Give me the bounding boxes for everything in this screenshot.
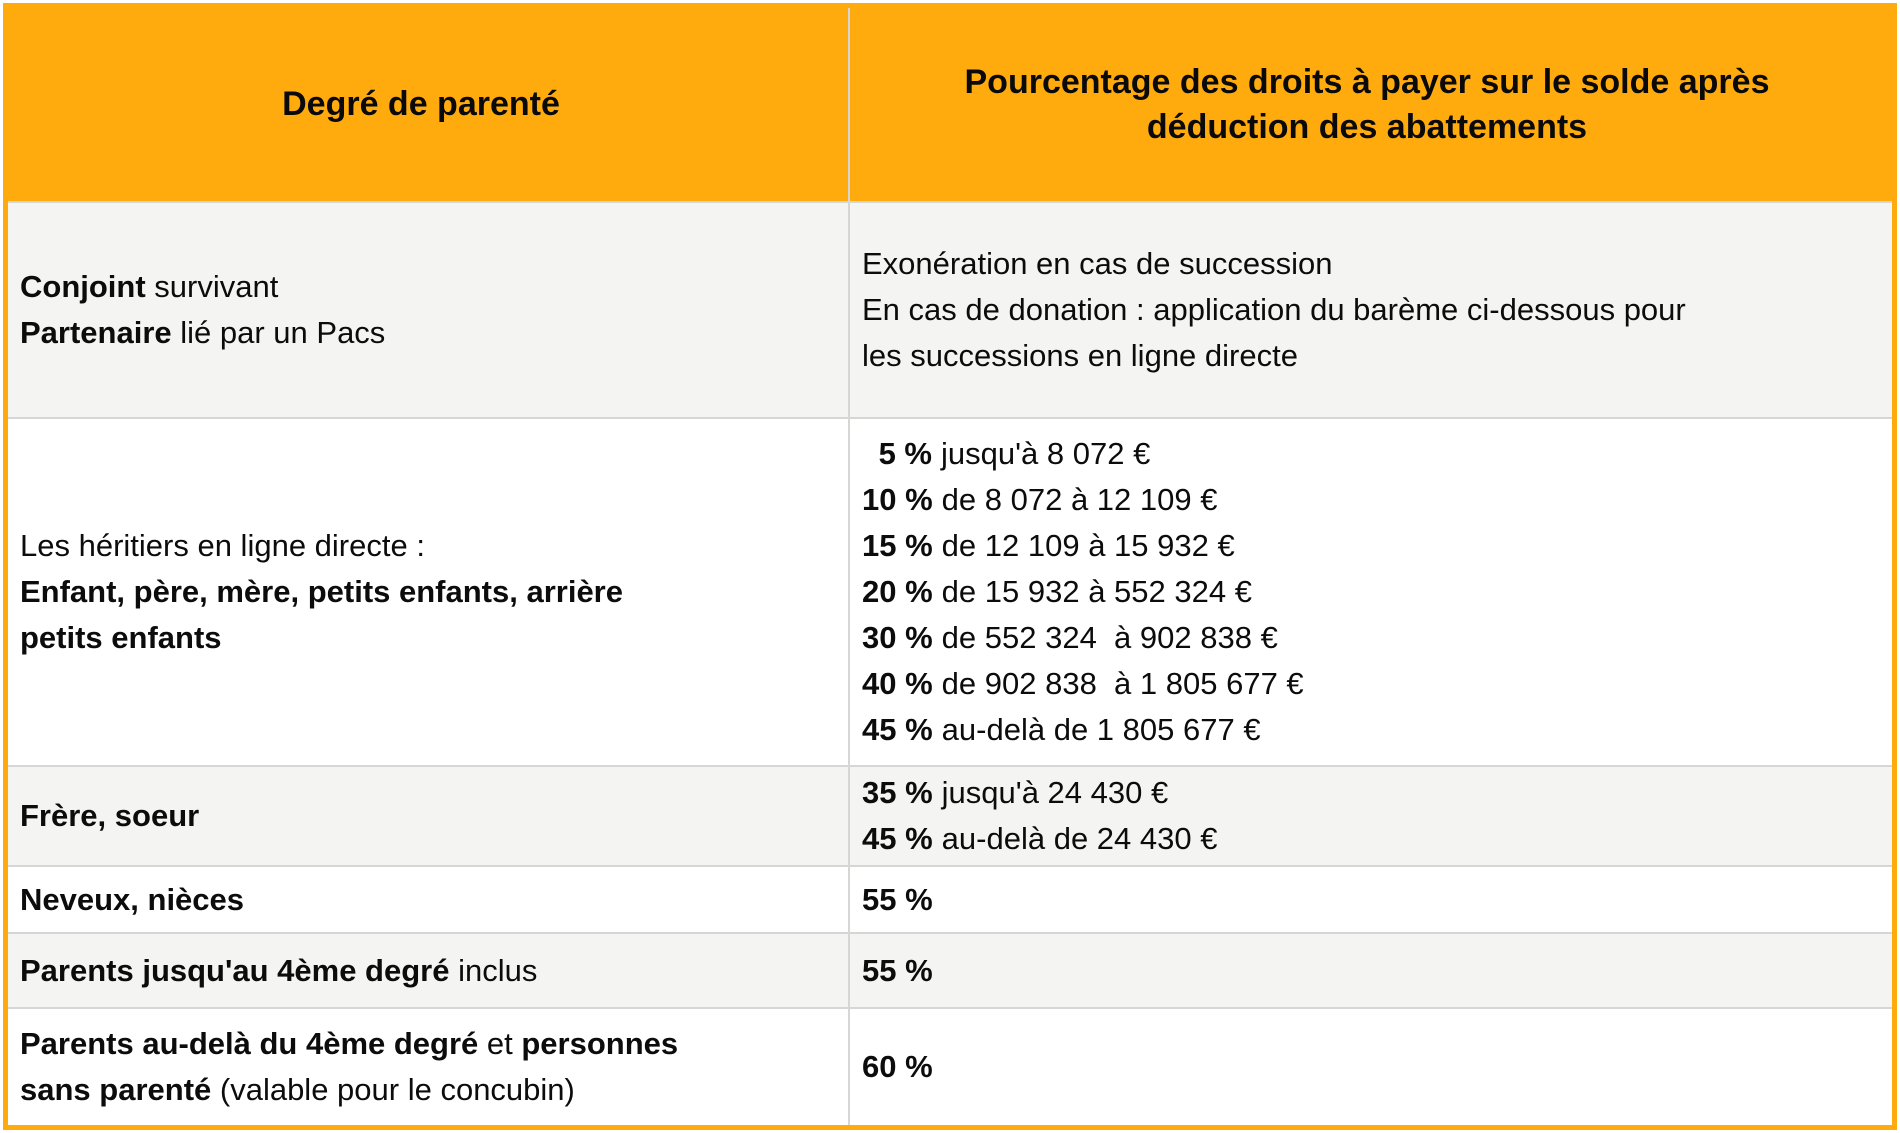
partenaire-bold: Partenaire (20, 315, 172, 350)
rate-percent: 55 % (862, 881, 933, 917)
table-row-parents-4eme-degre: Parents jusqu'au 4ème degré inclus 55 % (8, 932, 1892, 1007)
bracket-line: 5 % jusqu'à 8 072 € (862, 431, 1872, 477)
rate-percent: 55 % (862, 952, 933, 988)
conjoint-bold: Conjoint (20, 269, 146, 304)
succession-tax-table: Degré de parenté Pourcentage des droits … (3, 3, 1897, 1130)
bracket-line: 60 % (862, 1044, 1872, 1090)
rate-condition: de 12 109 à 15 932 € (941, 528, 1235, 563)
rate-condition: au-delà de 24 430 € (941, 821, 1218, 856)
rate-percent: 45 % (862, 712, 933, 747)
table-row-ligne-directe: Les héritiers en ligne directe : Enfant,… (8, 417, 1892, 765)
rate-condition: au-delà de 1 805 677 € (941, 712, 1261, 747)
rate-condition: de 552 324 à 902 838 € (941, 620, 1278, 655)
text-line: les successions en ligne directe (862, 338, 1298, 373)
rate-condition: de 15 932 à 552 324 € (941, 574, 1252, 609)
rate-condition: jusqu'à 8 072 € (941, 436, 1151, 471)
text-line: En cas de donation : application du barè… (862, 292, 1686, 327)
bracket-line: 30 % de 552 324 à 902 838 € (862, 615, 1872, 661)
parents-4eme-rest: inclus (449, 952, 538, 988)
text-line: petits enfants (20, 620, 222, 655)
bracket-line: 45 % au-delà de 24 430 € (862, 816, 1872, 862)
rate-percent: 35 % (862, 775, 933, 810)
rate-percent: 45 % (862, 821, 933, 856)
bracket-line: 10 % de 8 072 à 12 109 € (862, 477, 1872, 523)
cell-droits-parents-4eme: 55 % (850, 934, 1892, 1007)
cell-parente-neveux: Neveux, nièces (8, 867, 850, 932)
cell-droits-conjoint: Exonération en cas de succession En cas … (850, 203, 1892, 417)
header-cell-pourcentage-droits: Pourcentage des droits à payer sur le so… (850, 8, 1892, 201)
text-line: Parents au-delà du 4ème degré et personn… (20, 1021, 822, 1067)
concubin-rest: (valable pour le concubin) (211, 1072, 575, 1107)
rate-percent: 5 % (878, 436, 932, 471)
rate-percent: 15 % (862, 528, 933, 563)
header-pourcentage-line1: Pourcentage des droits à payer sur le so… (964, 62, 1770, 101)
text-line: sans parenté (valable pour le concubin) (20, 1067, 822, 1113)
rate-percent: 10 % (862, 482, 933, 517)
text-line: Les héritiers en ligne directe : (20, 528, 425, 563)
table-row-neveux-nieces: Neveux, nièces 55 % (8, 865, 1892, 932)
text-line: Partenaire lié par un Pacs (20, 310, 822, 356)
cell-parente-parents-au-dela: Parents au-delà du 4ème degré et personn… (8, 1009, 850, 1125)
cell-parente-ligne-directe: Les héritiers en ligne directe : Enfant,… (8, 419, 850, 765)
rate-condition: de 902 838 à 1 805 677 € (941, 666, 1304, 701)
rate-percent: 40 % (862, 666, 933, 701)
header-cell-degre-parente: Degré de parenté (8, 8, 850, 201)
table-row-conjoint-pacs: Conjoint survivant Partenaire lié par un… (8, 201, 1892, 417)
parents-4eme-bold: Parents jusqu'au 4ème degré (20, 952, 450, 988)
header-pourcentage-droits-label: Pourcentage des droits à payer sur le so… (965, 60, 1770, 150)
bracket-line: 55 % (862, 877, 1872, 923)
conjoint-rest: survivant (145, 269, 279, 304)
bracket-line: 45 % au-delà de 1 805 677 € (862, 707, 1872, 753)
header-degre-parente-label: Degré de parenté (282, 85, 560, 123)
parents-au-dela-et: et (478, 1026, 522, 1061)
sans-parente-bold: sans parenté (20, 1072, 212, 1107)
rate-percent: 30 % (862, 620, 933, 655)
text-line: Conjoint survivant (20, 264, 822, 310)
cell-parente-frere-soeur: Frère, soeur (8, 767, 850, 865)
bracket-line: 20 % de 15 932 à 552 324 € (862, 569, 1872, 615)
personnes-bold: personnes (521, 1026, 679, 1061)
bracket-line: 55 % (862, 948, 1872, 994)
text-line: Enfant, père, mère, petits enfants, arri… (20, 574, 623, 609)
text-line: Neveux, nièces (20, 881, 245, 917)
rate-percent: 20 % (862, 574, 933, 609)
cell-droits-neveux: 55 % (850, 867, 1892, 932)
cell-droits-parents-au-dela: 60 % (850, 1009, 1892, 1125)
rate-condition: de 8 072 à 12 109 € (941, 482, 1218, 517)
cell-droits-ligne-directe: 5 % jusqu'à 8 072 € 10 % de 8 072 à 12 109… (850, 419, 1892, 765)
cell-parente-conjoint: Conjoint survivant Partenaire lié par un… (8, 203, 850, 417)
rate-percent: 60 % (862, 1049, 933, 1084)
bracket-line: 35 % jusqu'à 24 430 € (862, 770, 1872, 816)
text-line: Parents jusqu'au 4ème degré inclus (20, 948, 822, 994)
header-pourcentage-line2: déduction des abattements (1146, 107, 1588, 146)
bracket-line: 40 % de 902 838 à 1 805 677 € (862, 661, 1872, 707)
table-row-parents-au-dela: Parents au-delà du 4ème degré et personn… (8, 1007, 1892, 1125)
text-line: Exonération en cas de succession (862, 246, 1333, 281)
rate-condition: jusqu'à 24 430 € (941, 775, 1169, 810)
cell-droits-frere-soeur: 35 % jusqu'à 24 430 € 45 % au-delà de 24 4… (850, 767, 1892, 865)
table-row-frere-soeur: Frère, soeur 35 % jusqu'à 24 430 € 45 % au… (8, 765, 1892, 865)
text-line: Frère, soeur (20, 798, 200, 833)
cell-parente-parents-4eme: Parents jusqu'au 4ème degré inclus (8, 934, 850, 1007)
table-header-row: Degré de parenté Pourcentage des droits … (8, 8, 1892, 201)
partenaire-rest: lié par un Pacs (171, 315, 386, 350)
parents-au-dela-bold: Parents au-delà du 4ème degré (20, 1026, 479, 1061)
bracket-line: 15 % de 12 109 à 15 932 € (862, 523, 1872, 569)
